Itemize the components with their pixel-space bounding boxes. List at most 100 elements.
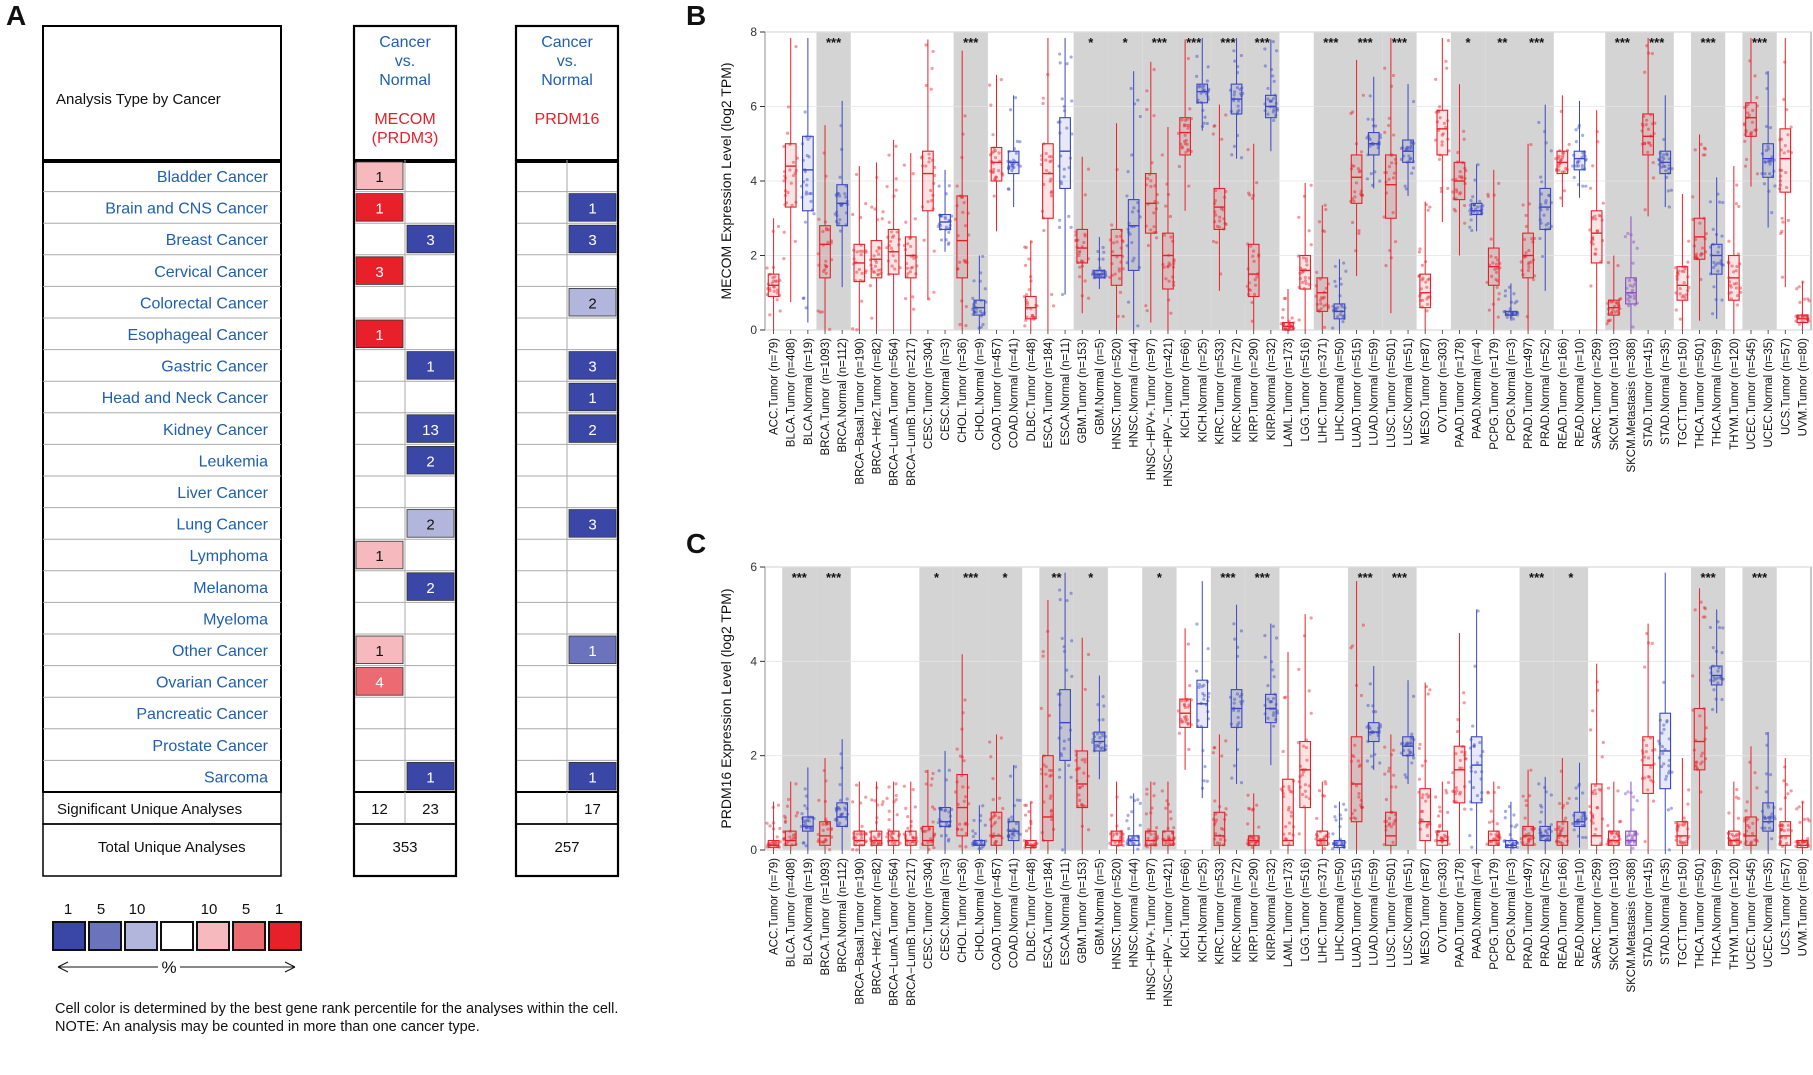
data-point [1538,236,1542,241]
data-point [1560,155,1565,160]
x-tick-label: ACC.Tumor (n=79) [769,858,781,955]
data-point [804,844,808,848]
data-point [845,797,849,801]
data-point [1770,812,1774,816]
data-point [857,267,861,272]
data-point [1128,232,1132,236]
data-point [1160,153,1164,157]
box [1590,783,1603,846]
data-point [1121,839,1125,843]
data-point [1015,139,1019,143]
data-point [1378,725,1383,729]
panel-label-c: C [686,528,707,559]
prdm16-down-value: 3 [588,517,596,534]
data-point [1444,59,1448,63]
box [1642,113,1654,156]
data-point [893,842,897,846]
data-point [1789,789,1793,793]
x-tick-label: BRCA−LumB.Tumor (n=217) [906,338,918,486]
data-point [1593,214,1597,218]
data-point [1387,816,1392,820]
data-point [768,824,772,828]
data-point [1184,138,1188,143]
data-point [1670,167,1674,171]
data-point [773,279,778,283]
data-point [1335,315,1340,319]
x-tick-label: PRAD.Normal (n=52) [1540,858,1552,967]
data-point [1589,284,1593,288]
data-point [1458,792,1462,796]
data-point [1561,153,1565,158]
data-point [1747,825,1751,830]
data-point [812,212,816,216]
data-point [1405,146,1409,150]
data-point [1010,164,1014,168]
data-point [1764,772,1769,776]
data-point [855,172,859,177]
data-point [1186,147,1190,152]
data-point [826,821,831,826]
data-point [1806,297,1810,301]
data-point [1182,703,1187,707]
data-point [1682,281,1686,285]
data-point [1049,794,1053,798]
data-point [961,785,965,789]
data-point [1249,244,1253,248]
sig-label: Significant Unique Analyses [57,801,242,818]
data-point [1145,845,1149,849]
data-point [817,798,821,802]
data-point [1669,188,1674,192]
data-point [1041,654,1045,658]
data-point [1802,817,1807,821]
data-point [947,184,951,188]
data-point [782,814,787,818]
data-point [1392,171,1396,175]
data-point [1275,636,1279,640]
cancer-label: Gastric Cancer [161,359,268,376]
data-point [1044,168,1049,173]
data-point [1138,823,1142,827]
data-point [873,264,878,268]
data-point [1649,778,1653,782]
data-point [1394,785,1398,789]
data-point [1420,263,1424,267]
data-point [1678,292,1682,296]
data-point [1010,832,1014,836]
data-point [1768,818,1772,822]
data-point [1358,169,1362,173]
data-point [1368,732,1372,736]
data-point [1633,282,1637,286]
data-point [931,771,935,776]
x-tick-label: KIRP.Tumor (n=290) [1249,858,1261,963]
data-point [1214,812,1218,816]
data-point [946,242,950,246]
data-point [1542,213,1546,217]
x-tick-label: UVM.Tumor (n=80) [1797,338,1809,436]
data-point [1090,740,1095,744]
data-point [1060,97,1064,101]
data-point [1560,828,1564,833]
data-point [1584,835,1588,840]
data-point [1711,679,1716,683]
data-point [1701,153,1705,157]
data-point [1183,717,1187,721]
data-point [871,841,875,845]
x-tick-label: DLBC.Tumor (n=48) [1026,858,1038,962]
data-point [1342,261,1346,265]
data-point [1627,833,1631,838]
data-point [1442,121,1446,125]
data-point [981,322,985,327]
data-point [1220,137,1224,141]
data-point [1714,263,1718,267]
data-point [1557,840,1561,844]
data-point [1297,318,1301,322]
data-point [1591,217,1595,221]
data-point [1287,787,1291,791]
data-point [1687,239,1691,243]
data-point [887,220,891,224]
data-point [1763,816,1768,821]
box [1539,825,1552,842]
data-point [1593,784,1598,788]
data-point [1365,759,1370,763]
data-point [1527,261,1531,265]
